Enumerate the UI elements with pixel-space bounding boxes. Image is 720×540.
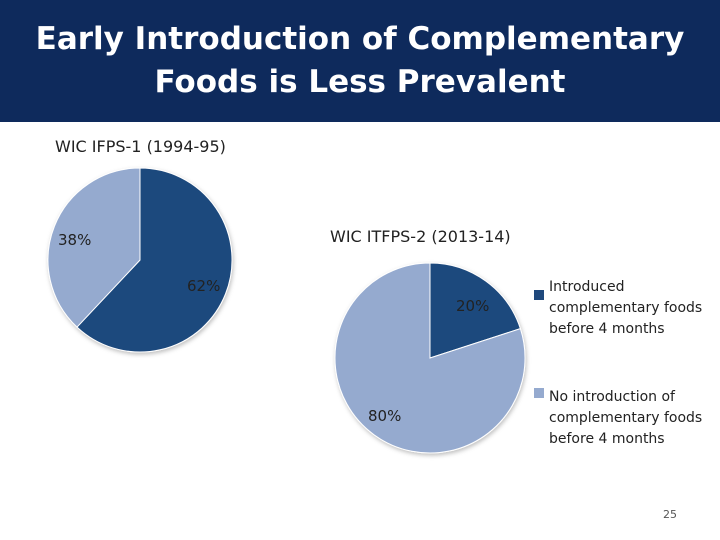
legend-introduced-line-3: before 4 months (549, 321, 665, 337)
chart1-slice-no-introduction (47, 167, 141, 328)
legend-swatch-no-introduction (534, 388, 544, 398)
page-number: 25 (663, 508, 677, 521)
chart2-title: WIC ITFPS-2 (2013-14) (330, 227, 511, 246)
chart1-title: WIC IFPS-1 (1994-95) (55, 137, 226, 156)
legend-label-no-introduction: No introduction of complementary foods b… (549, 389, 707, 447)
chart1-label-62: 62% (187, 277, 220, 295)
chart1-slice-introduced (76, 167, 233, 353)
legend-introduced-line-1: Introduced (549, 279, 624, 295)
legend-label-introduced: Introduced complementary foods before 4 … (549, 279, 707, 337)
chart1-label-38: 38% (58, 231, 91, 249)
slide-title-line-2: Foods is Less Prevalent (154, 64, 566, 100)
legend-no-intro-line-3: before 4 months (549, 431, 665, 447)
chart2-label-80: 80% (368, 407, 401, 425)
legend-introduced-line-2: complementary foods (549, 300, 702, 316)
chart2-slice-introduced (429, 262, 521, 359)
legend-swatch-introduced (534, 290, 544, 300)
title-banner: Early Introduction of Complementary Food… (0, 0, 720, 122)
slide-title: Early Introduction of Complementary Food… (10, 18, 710, 104)
chart2-label-20: 20% (456, 297, 489, 315)
legend-no-intro-line-1: No introduction of (549, 389, 676, 405)
chart2-slice-no-introduction (334, 262, 526, 454)
slide-title-line-1: Early Introduction of Complementary (35, 21, 685, 57)
legend-no-intro-line-2: complementary foods (549, 410, 702, 426)
